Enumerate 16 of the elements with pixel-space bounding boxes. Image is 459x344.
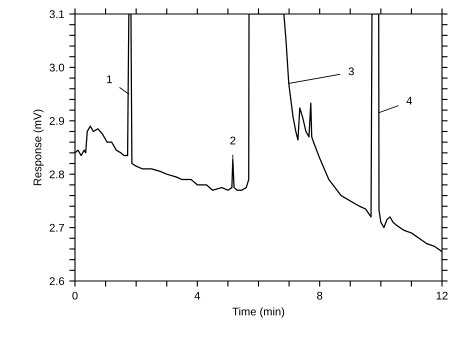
x-axis-title: Time (min) (232, 307, 284, 318)
annotation: 2 (230, 136, 236, 144)
y-axis-title: Response (mV) (33, 110, 44, 186)
x-tick-label: 4 (194, 292, 200, 300)
y-tick-label: 2.9 (50, 117, 64, 125)
x-tick-label: 8 (317, 292, 322, 300)
annotation: 3 (348, 67, 354, 76)
y-tick-label: 2.6 (50, 277, 64, 286)
y-tick-label: 3.0 (50, 64, 64, 72)
y-tick-label: 2.8 (50, 170, 64, 178)
y-tick-label: 3.1 (50, 10, 64, 18)
x-tick-label: 0 (72, 292, 78, 300)
x-tick-label: 12 (436, 292, 448, 300)
annotation: 4 (406, 96, 412, 105)
y-tick-label: 2.7 (50, 224, 64, 232)
annotation: 1 (107, 75, 112, 84)
